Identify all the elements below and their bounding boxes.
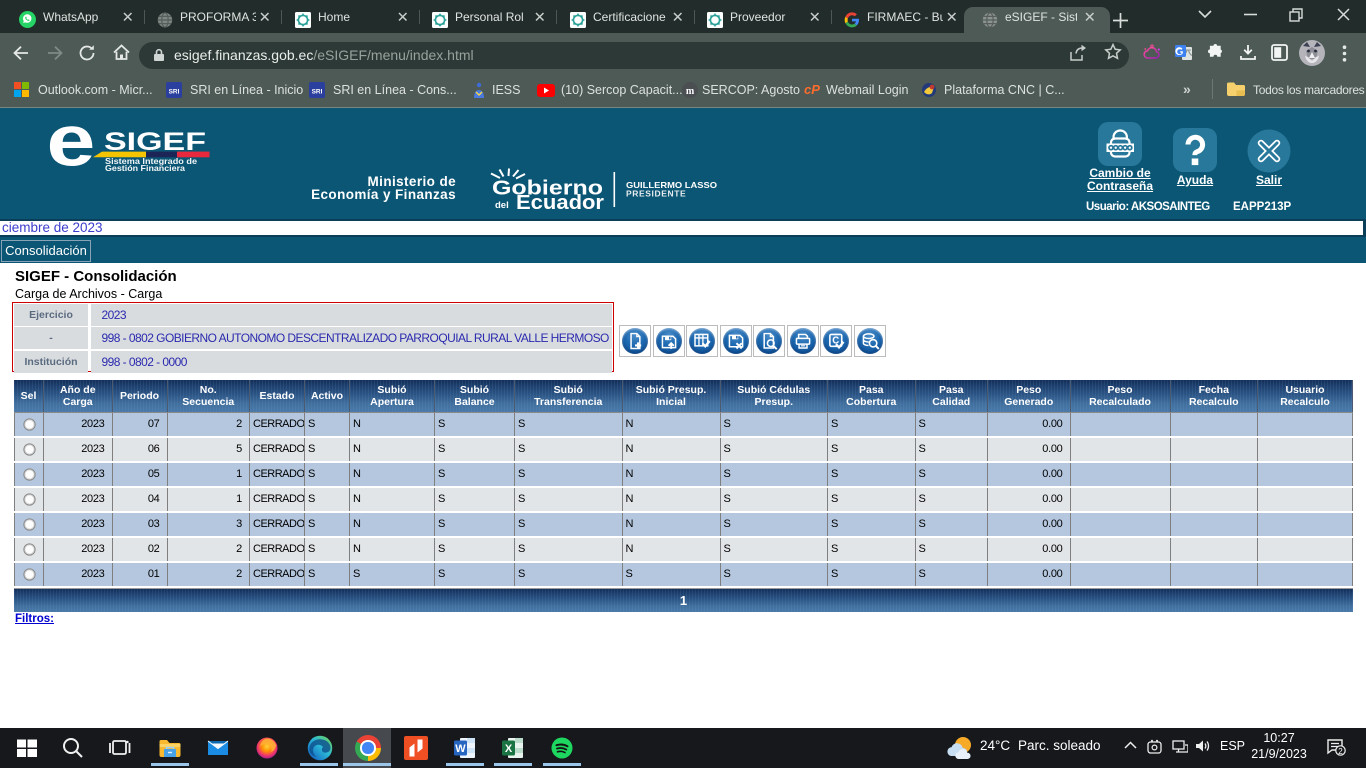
svg-text:GUILLERMO LASSO: GUILLERMO LASSO [626,180,717,190]
svg-text:W: W [455,743,466,755]
svg-text:SRI: SRI [169,89,180,96]
svg-text:SRI: SRI [312,89,323,96]
svg-text:SIGEF: SIGEF [104,128,206,156]
svg-text:del: del [495,200,509,211]
svg-text:m: m [686,86,695,97]
svg-text:Gobierno: Gobierno [492,178,603,200]
svg-text:C: C [832,336,839,347]
svg-text:Gestión Financiera: Gestión Financiera [105,163,185,173]
svg-text:PRESIDENTE: PRESIDENTE [626,189,686,199]
svg-text:Ecuador: Ecuador [516,191,604,214]
svg-text:2: 2 [1338,747,1343,756]
svg-text:X: X [505,743,513,755]
svg-text:Sistema Integrado de: Sistema Integrado de [105,156,197,166]
svg-text:e: e [47,118,96,176]
